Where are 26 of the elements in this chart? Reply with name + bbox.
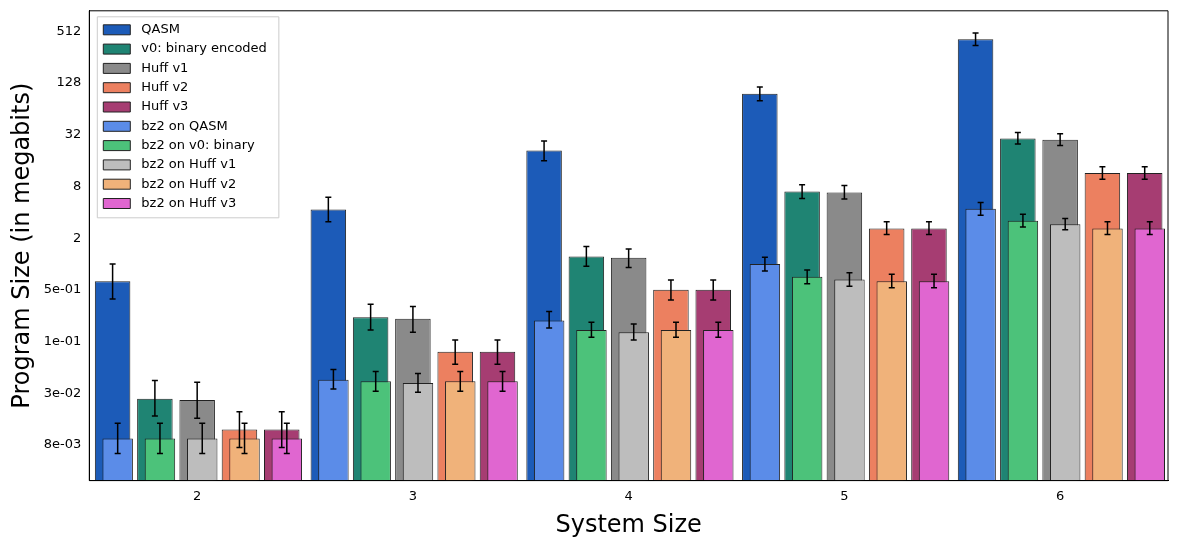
legend-label: Huff v2 (141, 79, 189, 95)
y-tick-label: 32 (64, 126, 82, 142)
x-tick-label: 5 (840, 487, 849, 503)
legend-label: bz2 on QASM (141, 117, 228, 133)
x-tick-label: 2 (193, 487, 202, 503)
x-tick-label: 6 (1055, 487, 1065, 503)
legend-label: bz2 on v0: binary (141, 136, 255, 152)
y-axis-title: Program Size (in megabits) (6, 82, 35, 409)
legend-label: bz2 on Huff v1 (141, 156, 237, 172)
y-tick-label: 3e-02 (43, 384, 82, 400)
y-tick-label: 512 (56, 22, 82, 38)
legend-label: bz2 on Huff v2 (141, 175, 237, 191)
legend-label: v0: binary encoded (141, 40, 267, 56)
x-tick-label: 4 (624, 487, 633, 503)
y-tick-label: 128 (56, 74, 82, 90)
y-tick-label: 8 (73, 177, 82, 193)
y-tick-label: 8e-03 (43, 436, 82, 452)
legend-label: bz2 on Huff v3 (141, 194, 237, 210)
x-tick-label: 3 (408, 487, 418, 503)
legend-label: Huff v1 (141, 59, 189, 75)
x-axis-title: System Size (555, 509, 702, 538)
legend-label: Huff v3 (141, 98, 189, 114)
y-tick-label: 5e-01 (43, 281, 82, 297)
y-tick-label: 2 (73, 229, 82, 245)
y-tick-label: 1e-01 (43, 332, 82, 348)
legend-label: QASM (141, 21, 180, 37)
